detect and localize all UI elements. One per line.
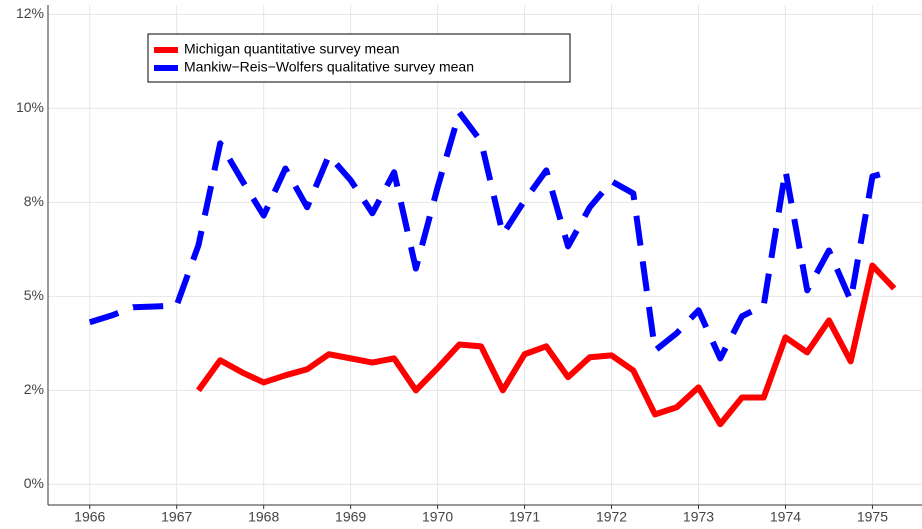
series-line — [88, 109, 895, 362]
x-tick-label: 1975 — [857, 509, 888, 525]
x-tick-label: 1972 — [596, 509, 627, 525]
y-tick-label: 5% — [24, 287, 44, 303]
x-tick-label: 1970 — [422, 509, 453, 525]
y-tick-label: 12% — [16, 5, 44, 21]
series-line — [196, 262, 897, 428]
x-tick-label: 1968 — [248, 509, 279, 525]
x-tick-label: 1973 — [683, 509, 714, 525]
y-tick-label: 2% — [24, 381, 44, 397]
x-tick-label: 1971 — [509, 509, 540, 525]
legend-label: Michigan quantitative survey mean — [184, 41, 400, 57]
x-tick-label: 1967 — [161, 509, 192, 525]
legend: Michigan quantitative survey mean Mankiw−… — [147, 33, 571, 83]
y-tick-label: 0% — [24, 475, 44, 491]
x-tick-label: 1974 — [770, 509, 801, 525]
legend-box — [147, 33, 571, 83]
y-tick-label: 10% — [16, 99, 44, 115]
y-tick-label: 8% — [24, 193, 44, 209]
legend-label: Mankiw−Reis−Wolfers qualitative survey m… — [184, 59, 474, 75]
x-tick-label: 1969 — [335, 509, 366, 525]
x-tick-label: 1966 — [74, 509, 105, 525]
